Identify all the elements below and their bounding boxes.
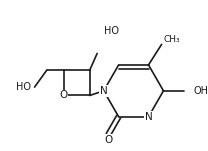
Text: CH₃: CH₃ xyxy=(163,35,180,44)
Text: N: N xyxy=(145,112,152,122)
Text: O: O xyxy=(59,90,68,100)
Text: HO: HO xyxy=(16,82,31,92)
Text: O: O xyxy=(104,135,113,145)
Text: N: N xyxy=(100,86,108,96)
Text: HO: HO xyxy=(104,26,119,36)
Text: OH: OH xyxy=(193,86,208,96)
